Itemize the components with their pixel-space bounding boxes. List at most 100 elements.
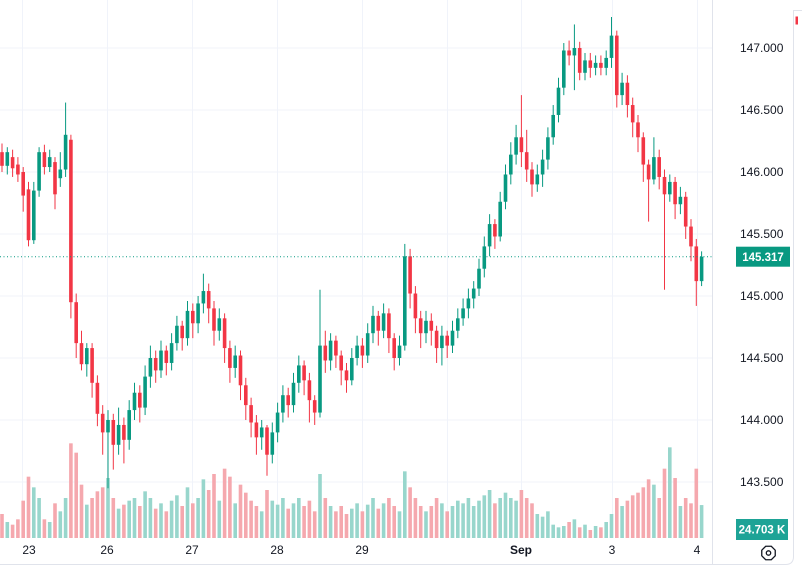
volume-bar[interactable] bbox=[609, 514, 614, 538]
volume-bar[interactable] bbox=[604, 522, 608, 538]
volume-bar[interactable] bbox=[53, 503, 57, 538]
volume-bar[interactable] bbox=[318, 474, 322, 538]
candle[interactable] bbox=[498, 201, 502, 237]
time-axis[interactable]: 23 26 27 28 29 Sep 3 4 bbox=[22, 543, 700, 557]
candle[interactable] bbox=[201, 291, 206, 304]
volume-bar[interactable] bbox=[69, 443, 73, 538]
volume-bar[interactable] bbox=[291, 503, 296, 538]
volume-bar[interactable] bbox=[652, 484, 656, 538]
candle[interactable] bbox=[424, 320, 428, 334]
candle[interactable] bbox=[63, 134, 68, 170]
candle[interactable] bbox=[116, 424, 121, 445]
candle[interactable] bbox=[270, 432, 275, 455]
volume-bar[interactable] bbox=[360, 511, 365, 538]
volume-bar[interactable] bbox=[498, 498, 502, 538]
candle[interactable] bbox=[699, 256, 704, 282]
volume-bar[interactable] bbox=[297, 498, 301, 538]
candle[interactable] bbox=[217, 318, 222, 331]
candle[interactable] bbox=[111, 420, 116, 445]
volume-bar[interactable] bbox=[593, 526, 598, 538]
candle[interactable] bbox=[196, 303, 200, 324]
candle[interactable] bbox=[519, 137, 524, 153]
candle[interactable] bbox=[297, 365, 301, 383]
volume-bar[interactable] bbox=[572, 519, 577, 538]
candle[interactable] bbox=[42, 152, 47, 168]
candle[interactable] bbox=[668, 181, 672, 195]
candle[interactable] bbox=[365, 333, 370, 356]
volume-bar[interactable] bbox=[26, 476, 31, 538]
candle[interactable] bbox=[334, 340, 338, 356]
volume-bar[interactable] bbox=[599, 527, 603, 538]
volume-bar[interactable] bbox=[85, 504, 89, 538]
volume-bar[interactable] bbox=[79, 484, 84, 538]
volume-bar[interactable] bbox=[562, 526, 566, 538]
volume-bar[interactable] bbox=[307, 500, 312, 538]
candle[interactable] bbox=[588, 60, 593, 68]
candle[interactable] bbox=[281, 395, 285, 413]
volume-bar[interactable] bbox=[58, 511, 63, 538]
volume-bar[interactable] bbox=[217, 500, 222, 538]
candle[interactable] bbox=[461, 308, 465, 319]
candle[interactable] bbox=[387, 313, 391, 339]
candle[interactable] bbox=[678, 196, 683, 205]
volume-bar[interactable] bbox=[42, 519, 47, 538]
candle[interactable] bbox=[625, 82, 630, 106]
volume-bar[interactable] bbox=[127, 500, 131, 538]
volume-bar[interactable] bbox=[100, 487, 105, 538]
volume-bar[interactable] bbox=[116, 508, 121, 538]
volume-bar[interactable] bbox=[440, 503, 444, 538]
candle[interactable] bbox=[593, 62, 598, 68]
volume-bar[interactable] bbox=[397, 511, 402, 538]
candle[interactable] bbox=[450, 330, 455, 346]
candle[interactable] bbox=[662, 176, 667, 195]
volume-bar[interactable] bbox=[477, 500, 481, 538]
volume-bar[interactable] bbox=[583, 524, 587, 538]
candle[interactable] bbox=[572, 48, 577, 56]
candle[interactable] bbox=[403, 256, 407, 346]
candle[interactable] bbox=[74, 302, 78, 344]
volume-bar[interactable] bbox=[265, 490, 269, 538]
candle[interactable] bbox=[683, 196, 688, 227]
volume-bar[interactable] bbox=[5, 522, 10, 538]
candle[interactable] bbox=[254, 422, 259, 438]
volume-bar[interactable] bbox=[387, 498, 391, 538]
volume-bar[interactable] bbox=[201, 479, 206, 538]
candle[interactable] bbox=[636, 122, 640, 138]
settings-gear-icon[interactable] bbox=[761, 545, 776, 561]
candle[interactable] bbox=[408, 256, 412, 294]
volume-bar[interactable] bbox=[37, 498, 41, 538]
candle[interactable] bbox=[556, 87, 561, 115]
candle[interactable] bbox=[339, 355, 343, 371]
candle[interactable] bbox=[175, 325, 179, 344]
candle[interactable] bbox=[429, 320, 434, 331]
volume-bar[interactable] bbox=[519, 490, 524, 538]
volume-bar[interactable] bbox=[244, 492, 248, 538]
volume-bar[interactable] bbox=[434, 498, 439, 538]
volume-bar[interactable] bbox=[683, 498, 688, 538]
volume-bar[interactable] bbox=[673, 478, 677, 538]
volume-bar[interactable] bbox=[148, 498, 153, 538]
candle[interactable] bbox=[122, 424, 126, 440]
volume-bar[interactable] bbox=[143, 491, 147, 538]
candle[interactable] bbox=[259, 427, 264, 438]
candle[interactable] bbox=[514, 137, 518, 155]
volume-layer[interactable] bbox=[0, 443, 704, 538]
volume-bar[interactable] bbox=[471, 506, 476, 538]
candle[interactable] bbox=[191, 310, 195, 324]
volume-bar[interactable] bbox=[429, 506, 434, 538]
volume-bar[interactable] bbox=[392, 506, 396, 538]
candle[interactable] bbox=[630, 105, 635, 123]
candle[interactable] bbox=[90, 348, 94, 383]
candle[interactable] bbox=[302, 365, 306, 381]
volume-bar[interactable] bbox=[169, 500, 174, 538]
volume-bar[interactable] bbox=[164, 511, 169, 538]
volume-bar[interactable] bbox=[487, 490, 492, 538]
candle[interactable] bbox=[509, 154, 513, 175]
candle[interactable] bbox=[392, 338, 396, 358]
volume-bar[interactable] bbox=[302, 506, 306, 538]
candle[interactable] bbox=[106, 420, 110, 433]
candle[interactable] bbox=[652, 157, 656, 180]
candle[interactable] bbox=[100, 413, 105, 433]
volume-bar[interactable] bbox=[365, 504, 370, 538]
